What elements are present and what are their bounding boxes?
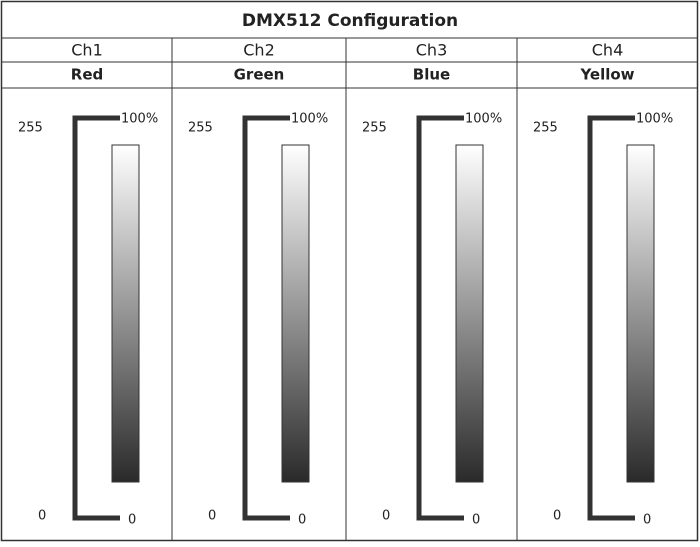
dmx-max: 255 xyxy=(533,121,558,136)
color-label: Red xyxy=(71,66,103,84)
level-min: 0 xyxy=(643,513,651,528)
gradient-bar xyxy=(455,144,484,483)
title: DMX512 Configuration xyxy=(242,11,458,31)
channel-label: Ch1 xyxy=(71,41,103,60)
channel-label: Ch4 xyxy=(592,41,624,60)
gradient-bar xyxy=(626,144,655,483)
level-max: 100% xyxy=(291,112,328,127)
dmx-min: 0 xyxy=(553,509,561,524)
bracket xyxy=(242,115,290,521)
level-min: 0 xyxy=(472,513,480,528)
gradient-bar xyxy=(111,144,140,483)
level-max: 100% xyxy=(465,112,502,127)
level-min: 0 xyxy=(298,513,306,528)
channel-label: Ch3 xyxy=(416,41,448,60)
dmx-max: 255 xyxy=(18,121,43,136)
color-label: Yellow xyxy=(579,66,634,84)
level-min: 0 xyxy=(128,513,136,528)
level-max: 100% xyxy=(636,112,673,127)
color-label: Blue xyxy=(413,66,450,84)
dmx-min: 0 xyxy=(38,509,46,524)
level-max: 100% xyxy=(121,112,158,127)
color-label: Green xyxy=(234,66,285,84)
bracket xyxy=(72,115,120,521)
bracket xyxy=(416,115,464,521)
dmx-max: 255 xyxy=(188,121,213,136)
dmx-min: 0 xyxy=(208,509,216,524)
dmx-min: 0 xyxy=(382,509,390,524)
channel-label: Ch2 xyxy=(243,41,275,60)
gradient-bar xyxy=(281,144,310,483)
dmx-max: 255 xyxy=(362,121,387,136)
bracket xyxy=(587,115,635,521)
